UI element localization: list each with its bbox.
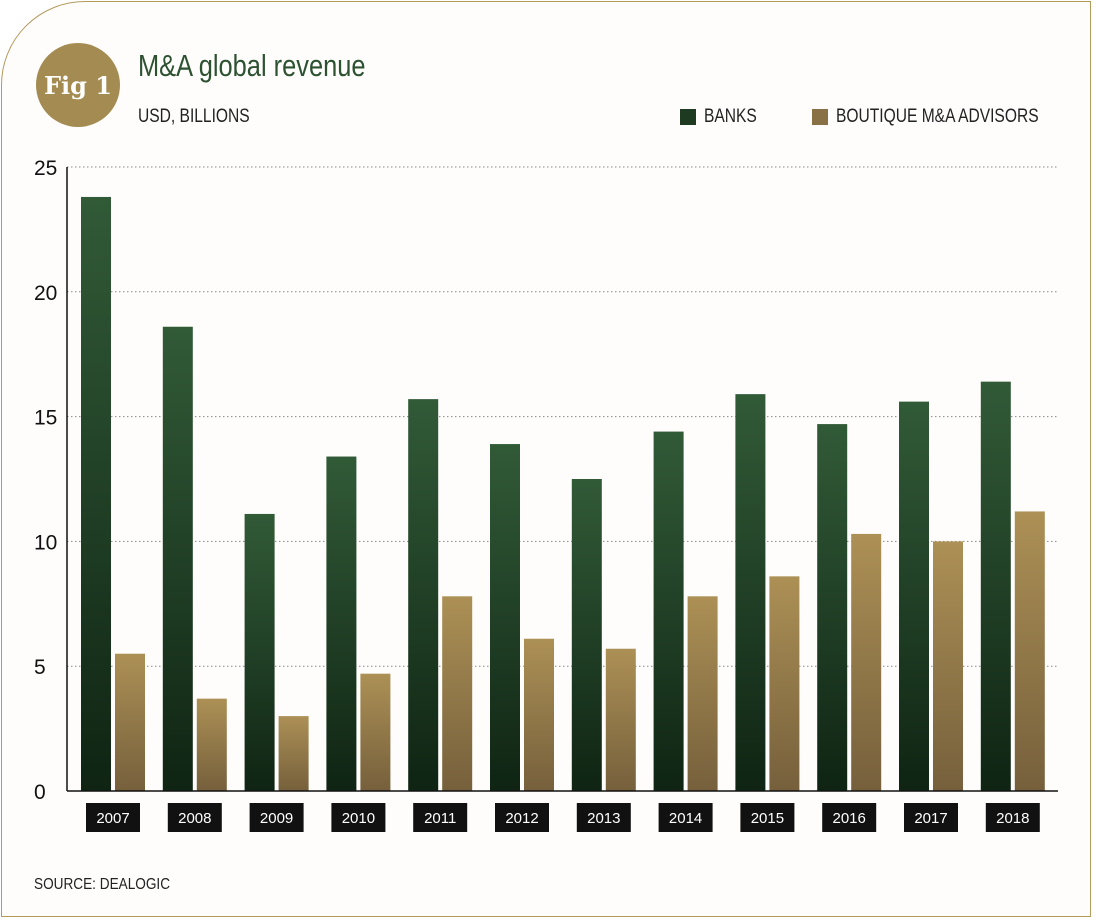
x-tick-box	[495, 803, 549, 832]
bar-boutique-2010	[360, 673, 391, 791]
bar-boutique-2008	[196, 698, 227, 791]
bar-boutique-2013	[605, 648, 636, 791]
x-tick-box	[331, 803, 386, 832]
x-tick-box	[985, 803, 1040, 832]
bar-boutique-2015	[769, 576, 800, 791]
bar-banks-2007	[81, 196, 111, 791]
chart-subtitle: USD, BILLIONS	[138, 106, 250, 127]
x-tick-box	[413, 803, 468, 832]
x-tick-box	[167, 803, 222, 832]
x-tick-label: 2009	[260, 810, 293, 827]
x-tick-box	[904, 803, 958, 832]
figure-badge: Fig 1	[36, 43, 120, 127]
bar-banks-2012	[490, 444, 520, 791]
x-tick-label: 2016	[833, 810, 866, 827]
y-tick-label: 5	[34, 656, 46, 679]
bar-banks-2017	[899, 401, 929, 791]
x-tick-label: 2014	[669, 810, 702, 827]
bar-boutique-2012	[524, 638, 554, 791]
x-tick-label: 2011	[424, 810, 456, 827]
x-tick-label: 2010	[342, 810, 375, 827]
bar-banks-2016	[817, 424, 848, 791]
x-tick-box	[86, 803, 140, 832]
x-tick-label: 2017	[914, 810, 947, 827]
y-tick-label: 25	[34, 157, 57, 180]
x-tick-box	[249, 803, 304, 832]
x-tick-box	[740, 803, 795, 832]
legend-swatch-boutique	[812, 109, 828, 125]
x-tick-label: 2012	[505, 810, 538, 827]
bar-boutique-2017	[933, 541, 963, 791]
legend-item-boutique: BOUTIQUE M&A ADVISORS	[812, 106, 1054, 128]
bar-boutique-2014	[687, 596, 718, 791]
bar-banks-2015	[735, 394, 766, 791]
x-tick-label: 2007	[96, 810, 129, 827]
bar-banks-2011	[408, 399, 439, 791]
bar-boutique-2011	[442, 596, 473, 791]
legend-label-banks: BANKS	[704, 106, 757, 127]
bar-banks-2010	[326, 456, 357, 791]
source-note: SOURCE: DEALOGIC	[34, 876, 171, 893]
legend-label-boutique: BOUTIQUE M&A ADVISORS	[836, 106, 1039, 127]
chart-title: M&A global revenue	[138, 48, 366, 83]
bar-boutique-2018	[1014, 511, 1045, 791]
bar-banks-2014	[653, 431, 684, 791]
bar-banks-2009	[244, 513, 275, 791]
x-tick-box	[658, 803, 713, 832]
bar-boutique-2007	[115, 653, 145, 791]
y-tick-label: 20	[34, 282, 57, 305]
legend: BANKS BOUTIQUE M&A ADVISORS	[654, 106, 1054, 128]
x-tick-label: 2013	[587, 810, 620, 827]
y-tick-label: 0	[34, 781, 46, 804]
legend-item-banks: BANKS	[680, 106, 786, 128]
x-tick-label: 2008	[178, 810, 211, 827]
y-tick-label: 10	[34, 531, 57, 554]
x-tick-label: 2015	[751, 810, 784, 827]
x-tick-label: 2018	[996, 810, 1029, 827]
bar-banks-2013	[571, 479, 602, 791]
legend-swatch-banks	[680, 109, 696, 125]
bar-banks-2018	[980, 381, 1011, 791]
bar-boutique-2009	[278, 716, 309, 791]
x-tick-box	[822, 803, 877, 832]
y-tick-label: 15	[34, 407, 57, 430]
bar-banks-2008	[162, 326, 193, 791]
bar-boutique-2016	[851, 533, 882, 791]
x-tick-box	[576, 803, 631, 832]
